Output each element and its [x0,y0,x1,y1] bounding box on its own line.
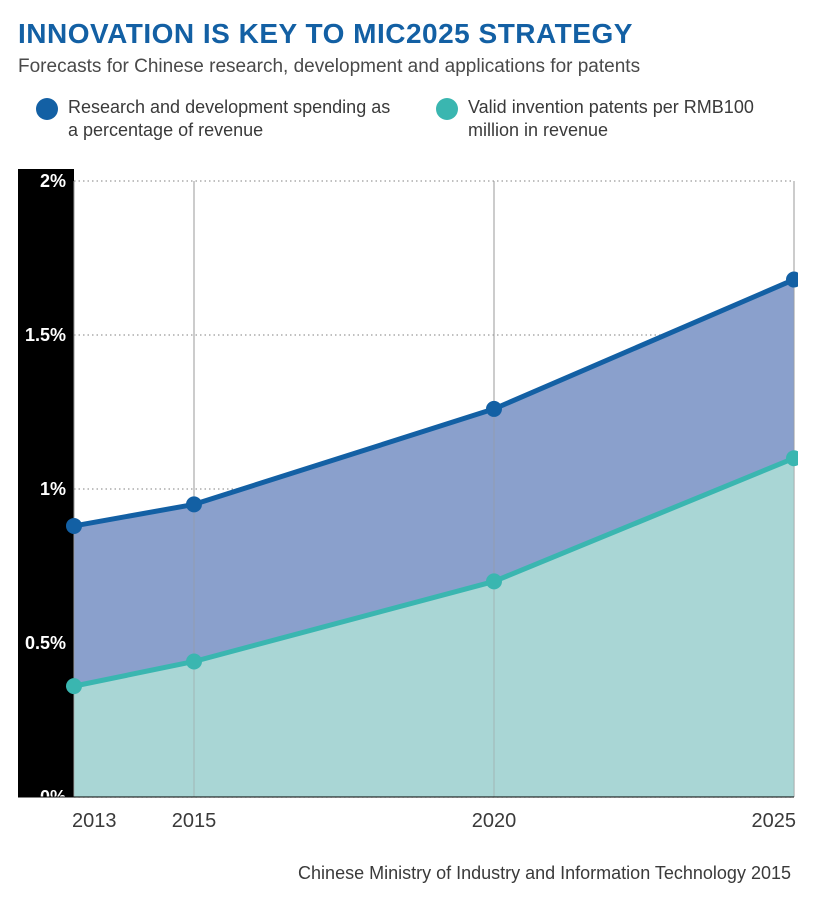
svg-text:1%: 1% [40,479,66,499]
chart-area: 0%0.5%1%1.5%2%2013201520202025 [18,169,798,849]
svg-text:2015: 2015 [172,810,217,832]
legend-dot-icon [436,98,458,120]
svg-text:2020: 2020 [472,810,517,832]
chart-subtitle: Forecasts for Chinese research, developm… [18,56,797,78]
svg-text:2025: 2025 [752,810,797,832]
svg-text:0.5%: 0.5% [25,633,66,653]
legend-dot-icon [36,98,58,120]
chart-title: INNOVATION IS KEY TO MIC2025 STRATEGY [18,18,797,50]
area-chart-svg: 0%0.5%1%1.5%2%2013201520202025 [18,169,798,849]
svg-text:2013: 2013 [72,810,117,832]
svg-text:1.5%: 1.5% [25,325,66,345]
chart-source: Chinese Ministry of Industry and Informa… [18,863,797,884]
legend-item-rd: Research and development spending as a p… [36,96,396,141]
svg-text:2%: 2% [40,171,66,191]
legend-label: Valid invention patents per RMB100 milli… [468,96,796,141]
legend: Research and development spending as a p… [18,96,797,141]
legend-item-patents: Valid invention patents per RMB100 milli… [436,96,796,141]
legend-label: Research and development spending as a p… [68,96,396,141]
